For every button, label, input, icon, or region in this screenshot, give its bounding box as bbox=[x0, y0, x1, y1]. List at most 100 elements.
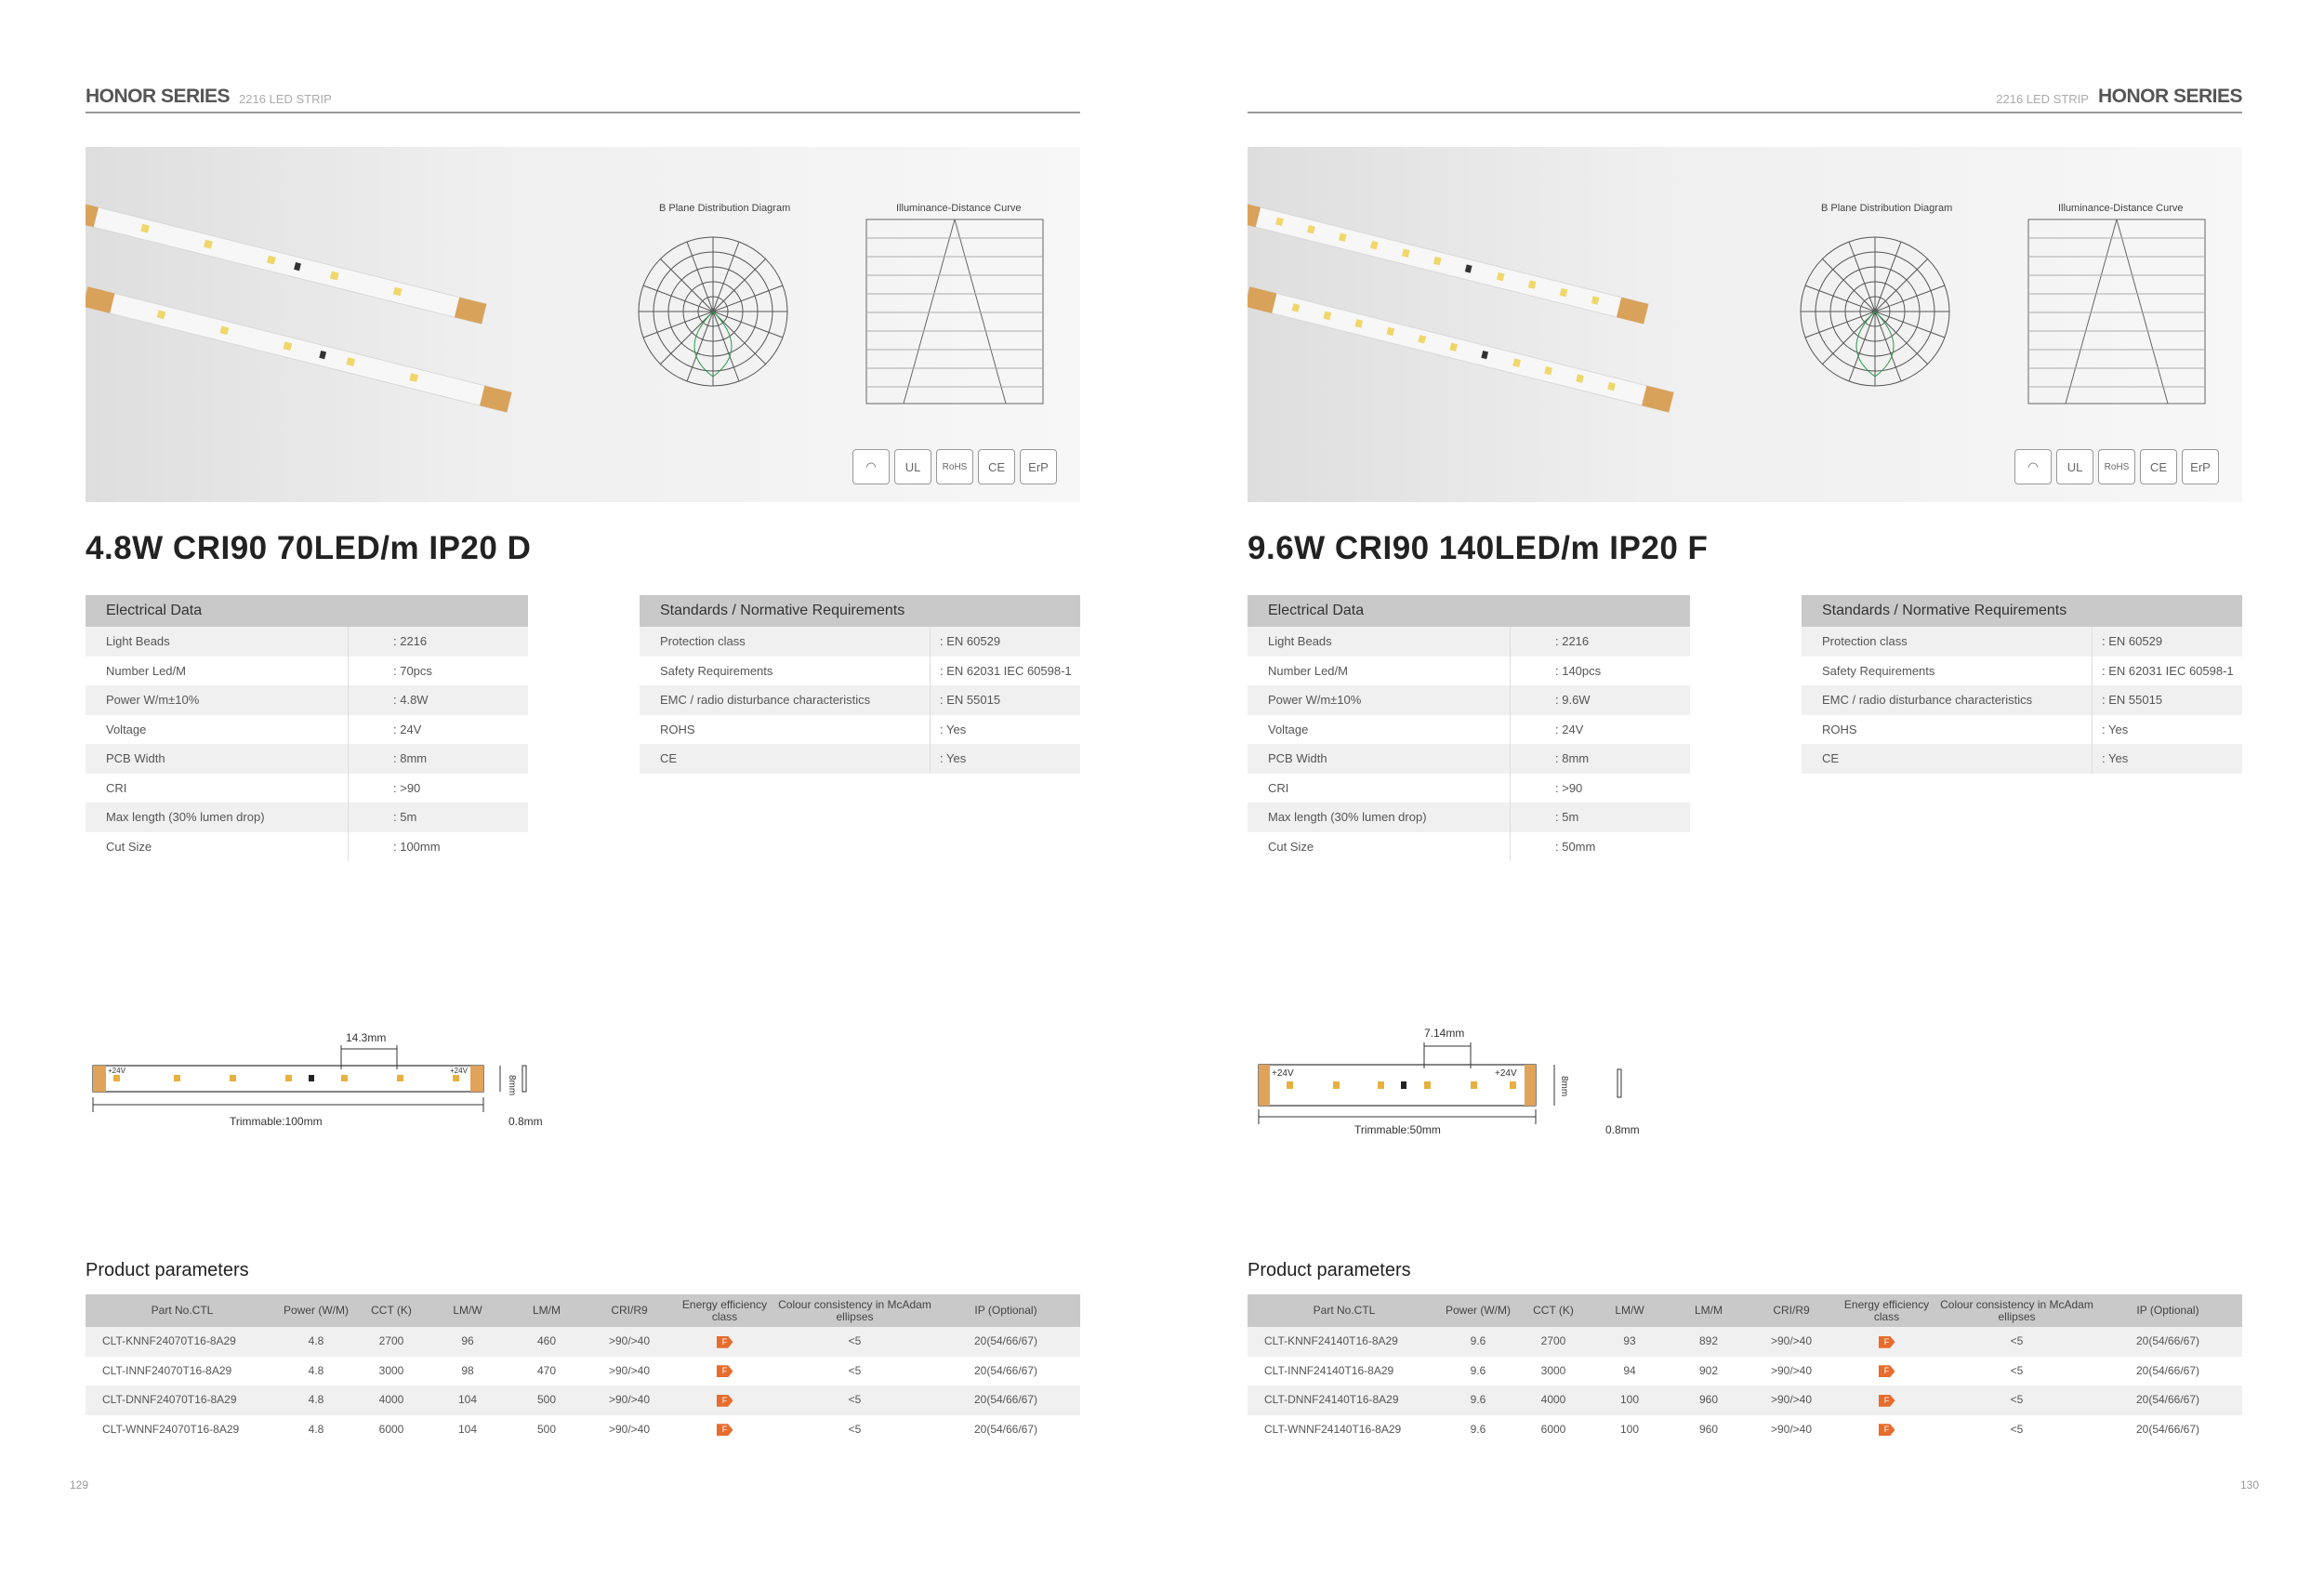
cell: 500 bbox=[536, 1422, 557, 1436]
series-subtitle: 2216 LED STRIP bbox=[239, 92, 332, 106]
electrical-rows: Light Beads: 2216 Number Led/M: 140pcs P… bbox=[1248, 627, 1690, 861]
row-key: CE bbox=[1802, 744, 2093, 774]
cell: CLT-INNF24070T16-8A29 bbox=[102, 1363, 232, 1377]
table-row: EMC / radio disturbance characteristics:… bbox=[1802, 685, 2242, 715]
table-row: CE: Yes bbox=[640, 744, 1080, 774]
trim-label: Trimmable:50mm bbox=[1354, 1123, 1441, 1136]
table-row: CRI: >90 bbox=[1248, 773, 1690, 802]
standards-title: Standards / Normative Requirements bbox=[640, 595, 1080, 627]
cell: 93 bbox=[1623, 1334, 1636, 1348]
cell: >90/>40 bbox=[608, 1334, 651, 1348]
row-key: PCB Width bbox=[86, 744, 349, 774]
row-key: Light Beads bbox=[86, 627, 349, 656]
energy-class-badge: F bbox=[716, 1394, 733, 1407]
table-row: Voltage: 24V bbox=[86, 714, 528, 744]
table-row: PCB Width: 8mm bbox=[1248, 744, 1690, 774]
row-value: : EN 62031 IEC 60598-1 bbox=[2102, 663, 2234, 678]
table-row: CE: Yes bbox=[1802, 744, 2242, 774]
energy-class-cell: F bbox=[671, 1335, 778, 1348]
cert-icon: ◠ bbox=[852, 449, 890, 484]
col-header: Part No.CTL bbox=[1313, 1304, 1376, 1317]
table-row: CLT-WNNF24070T16-8A29 4.8 6000 104 500 >90/>4… bbox=[86, 1415, 1080, 1445]
cell: >90/>40 bbox=[1770, 1393, 1813, 1407]
energy-class-cell: F bbox=[1833, 1423, 1940, 1437]
row-key: Safety Requirements bbox=[1802, 656, 2093, 685]
energy-class-cell: F bbox=[1833, 1335, 1940, 1348]
table-row: CLT-DNNF24070T16-8A29 4.8 4000 104 500 >90/>4… bbox=[86, 1386, 1080, 1415]
energy-class-cell: F bbox=[671, 1364, 778, 1378]
b-plane-title: B Plane Distribution Diagram bbox=[1821, 203, 1953, 214]
row-key: EMC / radio disturbance characteristics bbox=[1802, 685, 2093, 715]
cell: >90/>40 bbox=[608, 1422, 651, 1436]
width-label: 8mm bbox=[1559, 1076, 1569, 1096]
row-key: Number Led/M bbox=[86, 656, 349, 685]
cell: >90/>40 bbox=[608, 1393, 651, 1407]
cell: 20(54/66/67) bbox=[2135, 1363, 2200, 1377]
ce-cert-icon: CE bbox=[2140, 449, 2177, 484]
table-header: Part No.CTL Power (W/M) CCT (K) LM/W LM/… bbox=[1248, 1294, 2242, 1327]
product-hero-image: B Plane Distribution Diagram Illuminance… bbox=[86, 147, 1080, 502]
strip-dimension-drawing: 7.14mm Trimmable:50mm 8mm 0.8mm +24V +24… bbox=[1258, 1027, 1640, 1136]
table-row: Cut Size: 50mm bbox=[1248, 831, 1690, 861]
row-value: : 50mm bbox=[1555, 839, 1596, 854]
row-value: : 140pcs bbox=[1555, 663, 1602, 678]
cell: 20(54/66/67) bbox=[973, 1363, 1038, 1377]
standards-table: Standards / Normative Requirements Prote… bbox=[1802, 595, 2242, 774]
illuminance-title: Illuminance-Distance Curve bbox=[896, 203, 1022, 214]
led-strip-photo bbox=[1248, 200, 2206, 413]
cell: <5 bbox=[2010, 1422, 2024, 1436]
row-key: Cut Size bbox=[86, 831, 349, 861]
row-value: : 24V bbox=[393, 722, 422, 736]
cell: CLT-DNNF24070T16-8A29 bbox=[102, 1393, 237, 1407]
erp-cert-icon: ErP bbox=[1020, 449, 1057, 484]
energy-class-cell: F bbox=[671, 1423, 778, 1437]
row-value: : EN 55015 bbox=[940, 693, 1001, 707]
cell: 20(54/66/67) bbox=[973, 1334, 1038, 1348]
product-hero-image: B Plane Distribution Diagram Illuminance… bbox=[1248, 147, 2242, 502]
cell: >90/>40 bbox=[1770, 1363, 1813, 1377]
row-value: : 8mm bbox=[393, 751, 428, 765]
product-params-table: Part No.CTL Power (W/M) CCT (K) LM/W LM/… bbox=[86, 1294, 1080, 1444]
col-header: Part No.CTL bbox=[151, 1304, 214, 1317]
col-header: IP (Optional) bbox=[2136, 1304, 2199, 1317]
row-key: Protection class bbox=[1802, 627, 2093, 656]
row-key: Voltage bbox=[1248, 714, 1511, 744]
page-right: 2216 LED STRIP HONOR SERIES bbox=[1162, 0, 2324, 1578]
params-title: Product parameters bbox=[1248, 1260, 1411, 1280]
cell: 20(54/66/67) bbox=[973, 1422, 1038, 1436]
table-row: Cut Size: 100mm bbox=[86, 831, 528, 861]
table-row: Protection class: EN 60529 bbox=[1802, 627, 2242, 656]
cell: <5 bbox=[848, 1422, 862, 1436]
table-row: ROHS: Yes bbox=[640, 714, 1080, 744]
cell: <5 bbox=[848, 1363, 862, 1377]
table-row: CLT-INNF24140T16-8A29 9.6 3000 94 902 >90/>40… bbox=[1248, 1357, 2242, 1386]
cert-icon: ◠ bbox=[2014, 449, 2052, 484]
row-value: : EN 62031 IEC 60598-1 bbox=[940, 663, 1072, 678]
cell: 20(54/66/67) bbox=[2135, 1393, 2200, 1407]
cell: 4.8 bbox=[308, 1422, 324, 1436]
params-title: Product parameters bbox=[86, 1260, 249, 1280]
cell: 470 bbox=[536, 1363, 557, 1377]
voltage-label: +24V bbox=[108, 1067, 126, 1075]
row-key: EMC / radio disturbance characteristics bbox=[640, 685, 931, 715]
cell: 104 bbox=[457, 1393, 478, 1407]
col-header: Energy efficiency class bbox=[1843, 1297, 1930, 1323]
rohs-cert-icon: RoHS bbox=[936, 449, 973, 484]
voltage-label: +24V bbox=[450, 1067, 469, 1075]
standards-rows: Protection class: EN 60529 Safety Requir… bbox=[1802, 627, 2242, 774]
row-value: : Yes bbox=[2102, 722, 2129, 736]
erp-cert-icon: ErP bbox=[2182, 449, 2219, 484]
cell: 9.6 bbox=[1470, 1422, 1486, 1436]
series-title: HONOR SERIES bbox=[86, 86, 231, 107]
table-row: Max length (30% lumen drop): 5m bbox=[1248, 802, 1690, 832]
ul-cert-icon: UL bbox=[894, 449, 931, 484]
table-row: Voltage: 24V bbox=[1248, 714, 1690, 744]
cell: 960 bbox=[1698, 1422, 1719, 1436]
rohs-cert-icon: RoHS bbox=[2098, 449, 2135, 484]
col-header: LM/M bbox=[533, 1304, 561, 1317]
voltage-label: +24V bbox=[1272, 1068, 1294, 1079]
page-number: 129 bbox=[70, 1479, 89, 1492]
col-header: LM/M bbox=[1695, 1304, 1723, 1317]
cell: 20(54/66/67) bbox=[2135, 1422, 2200, 1436]
energy-class-badge: F bbox=[716, 1424, 733, 1437]
